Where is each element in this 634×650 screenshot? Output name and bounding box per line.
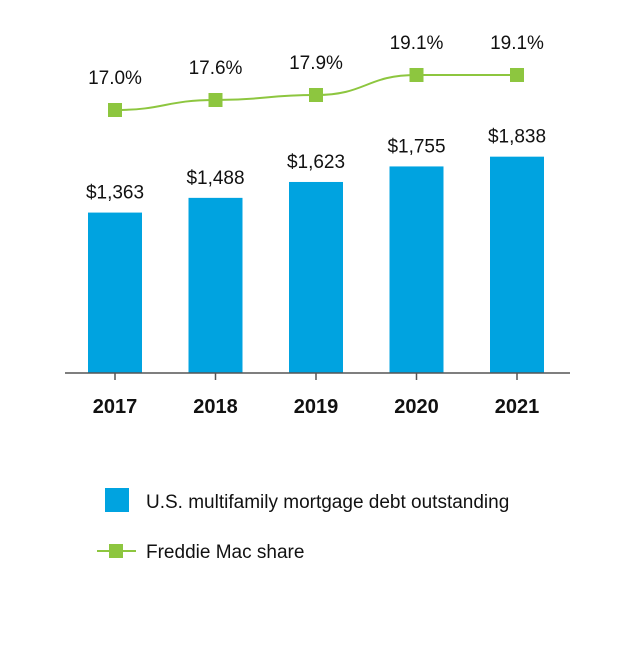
legend-line-marker — [109, 544, 123, 558]
share-value-label: 17.0% — [88, 68, 142, 89]
bar-2021 — [490, 156, 544, 373]
bar-2020 — [389, 166, 444, 373]
share-marker-2018 — [208, 92, 223, 107]
x-axis-ticks: 2017 2018 2019 2020 2021 — [93, 373, 540, 418]
share-marker-2019 — [309, 87, 323, 102]
x-tick-label: 2019 — [294, 396, 339, 418]
share-value-label: 19.1% — [390, 33, 444, 54]
share-marker-2020 — [409, 67, 424, 82]
bar-value-label: $1,488 — [186, 168, 244, 189]
share-line-group: 17.0% 17.6% 17.9% 19.1% 19.1% — [88, 33, 544, 117]
x-tick-label: 2017 — [93, 396, 138, 418]
share-marker-2017 — [108, 103, 122, 117]
legend-bar-label: U.S. multifamily mortgage debt outstandi… — [146, 492, 509, 513]
bar-value-label: $1,838 — [488, 127, 546, 148]
share-value-label: 17.6% — [189, 58, 243, 79]
legend-line-label: Freddie Mac share — [146, 542, 304, 563]
share-value-label: 17.9% — [289, 53, 343, 74]
x-tick-label: 2020 — [394, 396, 439, 418]
legend: U.S. multifamily mortgage debt outstandi… — [97, 488, 509, 563]
x-tick-label: 2021 — [495, 396, 540, 418]
legend-bar-swatch — [105, 488, 129, 512]
bars-group: $1,363 $1,488 $1,623 $1,755 $1,838 — [86, 127, 546, 373]
share-value-label: 19.1% — [490, 33, 544, 54]
bar-2019 — [289, 181, 343, 373]
bar-value-label: $1,755 — [387, 136, 445, 157]
bar-value-label: $1,623 — [287, 152, 345, 173]
bar-2017 — [88, 212, 142, 373]
x-tick-label: 2018 — [193, 396, 238, 418]
bar-2018 — [188, 197, 243, 373]
bar-value-label: $1,363 — [86, 183, 144, 204]
share-marker-2021 — [510, 67, 524, 82]
